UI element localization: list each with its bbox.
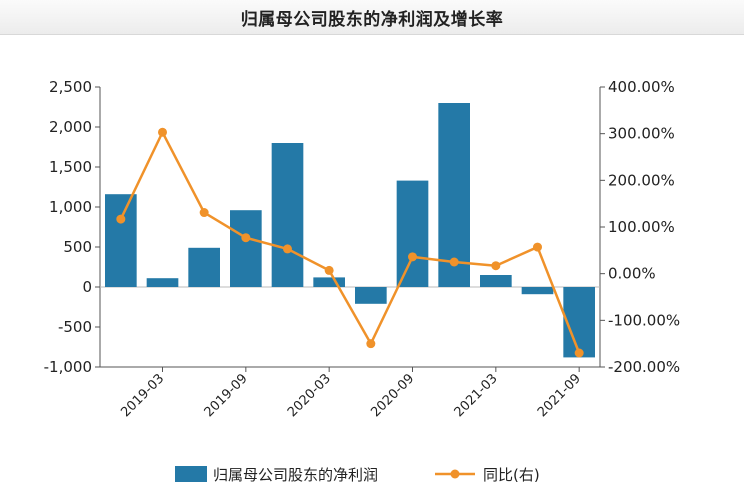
chart-title-bar: 归属母公司股东的净利润及增长率 (0, 0, 744, 35)
legend-line-marker (450, 469, 460, 479)
y-left-tick-label: -1,000 (44, 358, 92, 376)
y-left-tick-label: 2,000 (49, 118, 92, 136)
bar (271, 143, 304, 287)
y-right-tick-label: 0.00% (608, 265, 656, 283)
line-series (119, 131, 581, 354)
x-tick-label: 2020-03 (285, 371, 334, 420)
bar (313, 277, 345, 287)
y-left-tick-label: 1,500 (49, 158, 92, 176)
line-point (574, 348, 584, 358)
chart-title: 归属母公司股东的净利润及增长率 (240, 9, 504, 30)
y-right-tick-label: -100.00% (608, 311, 680, 329)
line-point (324, 265, 334, 275)
y-left-tick-label: -500 (58, 318, 92, 336)
legend-line-label: 同比(右) (483, 466, 540, 484)
x-tick-label: 2021-09 (535, 371, 584, 420)
x-tick-label: 2021-03 (452, 371, 501, 420)
line-point (449, 257, 459, 267)
line-point (241, 233, 251, 243)
bar (146, 278, 179, 287)
bar (188, 247, 220, 287)
y-right-tick-label: -200.00% (608, 358, 680, 376)
line-point (533, 242, 542, 252)
y-left-tick-label: 1,000 (49, 198, 92, 216)
y-right-tick-label: 200.00% (608, 171, 675, 189)
y-right-tick-label: 100.00% (608, 218, 675, 236)
bar (438, 103, 470, 287)
line-point (283, 244, 292, 254)
bar (480, 275, 512, 287)
line-point (158, 127, 167, 137)
bar (355, 287, 387, 304)
line-point (366, 339, 376, 349)
bar (230, 210, 262, 287)
line-point (408, 252, 417, 262)
y-right-tick-label: 400.00% (608, 78, 675, 96)
y-right-tick-label: 300.00% (608, 125, 675, 143)
y-left-tick-label: 500 (63, 238, 92, 256)
y-left-tick-label: 2,500 (49, 78, 92, 96)
line-point (491, 261, 501, 271)
legend-bar-swatch (175, 466, 207, 482)
x-tick-label: 2020-09 (368, 371, 417, 420)
bar (521, 287, 554, 295)
line-point (116, 214, 126, 224)
y-left-tick-label: 0 (82, 278, 92, 296)
legend-bar-label: 归属母公司股东的净利润 (213, 466, 378, 484)
bar (105, 194, 137, 287)
line-point (199, 208, 209, 218)
x-tick-label: 2019-09 (202, 371, 251, 420)
bar (563, 287, 595, 358)
bar (396, 180, 429, 287)
x-tick-label: 2019-03 (118, 371, 167, 420)
